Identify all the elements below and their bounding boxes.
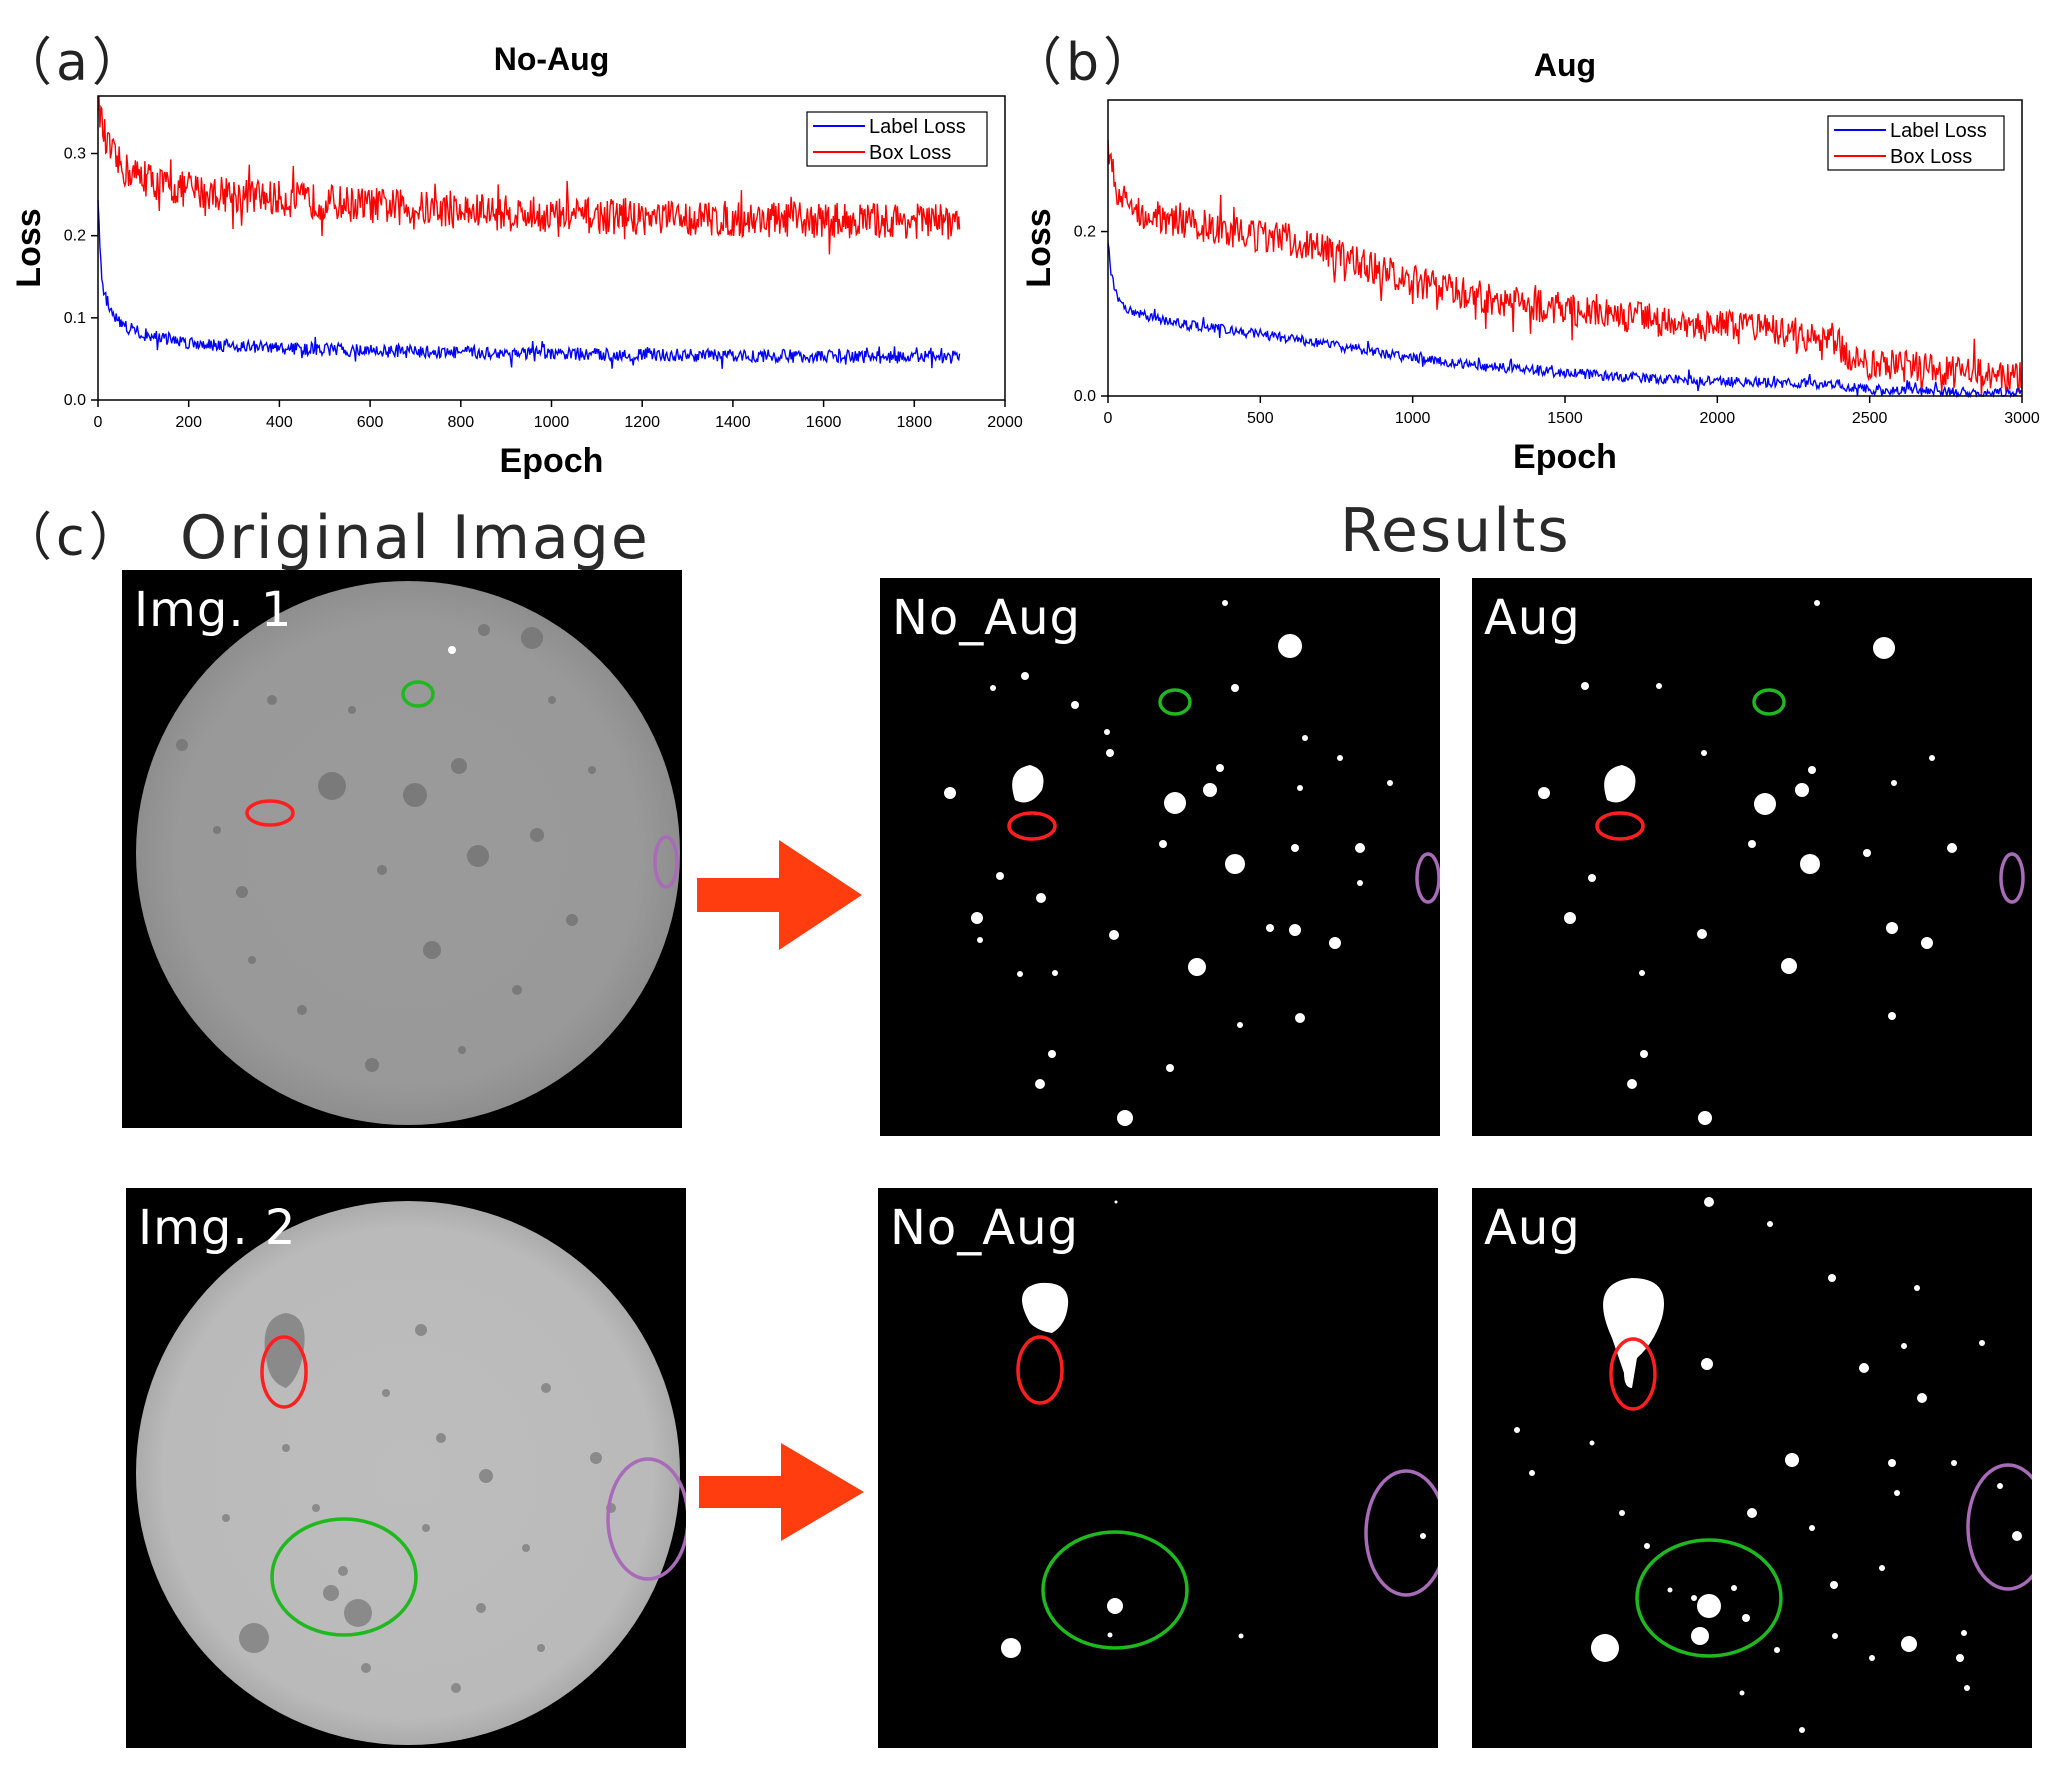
no-aug-label-2: No_Aug — [890, 1200, 1079, 1256]
results-title: Results — [1340, 496, 1571, 566]
detected-pores-no-aug-1 — [944, 600, 1393, 1126]
segmentation-no-aug-2 — [1001, 1200, 1438, 1658]
legend-label: Box Loss — [1890, 146, 1972, 168]
detected-pores-no-aug-2 — [1001, 1200, 1426, 1658]
green-marker — [401, 680, 435, 708]
legend-label: Label Loss — [869, 116, 966, 138]
purple-marker — [653, 835, 679, 889]
original-image-title: Original Image — [180, 503, 650, 573]
chart-aug: Aug 0 500 1000 1500 2000 2500 3000 0.0 0.2 Epoch Lo… — [1020, 47, 2040, 476]
result-aug-2: Aug — [1472, 1188, 2032, 1748]
ct-slice-1 — [136, 581, 680, 1125]
pores-2 — [222, 1313, 616, 1693]
red-marker — [1595, 811, 1645, 841]
x-axis-label: Epoch — [500, 442, 604, 480]
x-tick-label: 2500 — [1852, 410, 1888, 427]
red-marker — [260, 1335, 308, 1409]
series-line-label-loss — [1107, 242, 2022, 399]
bright-speck — [448, 646, 456, 654]
x-tick-label: 1600 — [806, 414, 842, 431]
purple-marker — [1999, 852, 2025, 904]
x-tick-label: 1200 — [624, 414, 660, 431]
x-tick-label: 500 — [1247, 410, 1274, 427]
x-tick-label: 2000 — [987, 414, 1023, 431]
aug-label-1: Aug — [1484, 590, 1581, 646]
panel-label-a: （a） — [0, 33, 148, 93]
x-tick-label: 1400 — [715, 414, 751, 431]
chart-title: No-Aug — [494, 41, 610, 77]
segmentation-no-aug-1 — [944, 600, 1440, 1126]
panel-label-c: （c） — [0, 508, 145, 568]
legend-box — [806, 111, 988, 167]
y-axis-label: Loss — [1020, 208, 1058, 287]
x-tick-label: 0 — [1104, 410, 1113, 427]
purple-marker — [1364, 1469, 1438, 1597]
y-tick-label: 0.3 — [64, 146, 86, 163]
chart-no-aug: No-Aug 0 200 400 600 800 1000 1200 1400 1600 1800 2… — [10, 41, 1023, 480]
arrow-right-1 — [697, 840, 862, 950]
series-line-box-loss — [97, 95, 961, 255]
arrow-right-2 — [699, 1443, 864, 1541]
red-marker — [1007, 811, 1057, 841]
series-line-label-loss — [97, 200, 961, 369]
x-axis-label: Epoch — [1513, 438, 1617, 476]
x-tick-label: 400 — [266, 414, 293, 431]
pores-1 — [176, 624, 596, 1072]
result-aug-1: Aug — [1472, 578, 2032, 1136]
no-aug-label-1: No_Aug — [892, 590, 1081, 646]
purple-marker — [1966, 1463, 2032, 1591]
x-tick-label: 1000 — [534, 414, 570, 431]
detected-pores-aug-1 — [1538, 600, 1957, 1125]
detected-pores-aug-2 — [1514, 1197, 2022, 1733]
x-tick-label: 600 — [357, 414, 384, 431]
chart-title: Aug — [1534, 47, 1596, 83]
x-tick-label: 200 — [175, 414, 202, 431]
segmentation-aug-2 — [1514, 1197, 2032, 1733]
y-tick-label: 0.1 — [64, 310, 86, 327]
legend-label: Label Loss — [1890, 120, 1987, 142]
segmentation-aug-1 — [1538, 600, 2025, 1125]
img2-label: Img. 2 — [138, 1200, 297, 1256]
legend-box — [1827, 115, 2005, 171]
legend: Label Loss Box Loss — [1827, 115, 2005, 171]
red-marker — [1016, 1335, 1064, 1405]
y-tick-label: 0.2 — [64, 228, 86, 245]
img1-label: Img. 1 — [134, 582, 293, 638]
specimen-disc — [136, 1201, 680, 1745]
series-line-box-loss — [1107, 140, 2022, 397]
green-marker — [1752, 688, 1786, 716]
y-tick-label: 0.0 — [64, 392, 86, 409]
purple-marker — [606, 1457, 686, 1581]
red-marker — [245, 799, 295, 827]
x-tick-label: 1500 — [1547, 410, 1583, 427]
green-marker — [1158, 688, 1192, 716]
aug-label-2: Aug — [1484, 1200, 1581, 1256]
y-tick-label: 0.2 — [1074, 224, 1096, 241]
original-image-2: Img. 2 — [126, 1188, 686, 1748]
green-marker — [270, 1517, 418, 1637]
original-image-1: Img. 1 — [122, 570, 682, 1128]
x-tick-label: 2000 — [1700, 410, 1736, 427]
y-tick-label: 0.0 — [1074, 388, 1096, 405]
x-tick-label: 1000 — [1395, 410, 1431, 427]
result-no-aug-2: No_Aug — [878, 1188, 1438, 1748]
x-tick-label: 0 — [94, 414, 103, 431]
panel-label-b: （b） — [1010, 33, 1160, 93]
result-no-aug-1: No_Aug — [880, 578, 1440, 1136]
x-tick-label: 3000 — [2004, 410, 2040, 427]
x-tick-label: 1800 — [897, 414, 933, 431]
red-marker — [1609, 1337, 1657, 1411]
legend: Label Loss Box Loss — [806, 111, 988, 167]
ct-slice-2 — [136, 1201, 686, 1745]
purple-marker — [1415, 852, 1440, 904]
specimen-disc — [136, 581, 680, 1125]
green-marker — [1635, 1538, 1783, 1658]
green-marker — [1041, 1530, 1189, 1650]
x-tick-label: 800 — [447, 414, 474, 431]
legend-label: Box Loss — [869, 142, 951, 164]
y-axis-label: Loss — [10, 208, 48, 287]
